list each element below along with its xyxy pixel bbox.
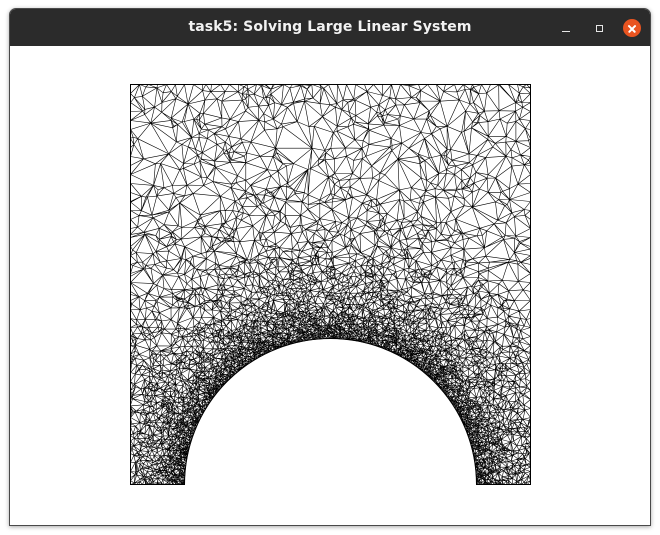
render-canvas-area[interactable] (10, 46, 650, 525)
close-icon (623, 19, 641, 37)
minimize-icon (562, 30, 570, 32)
triangular-mesh (130, 84, 531, 485)
title-bar[interactable]: task5: Solving Large Linear System (10, 9, 650, 46)
mesh-edge-set (130, 84, 531, 485)
maximize-icon (595, 24, 603, 32)
close-button[interactable] (622, 18, 642, 38)
mesh-boundary (130, 84, 531, 485)
mesh-edges (130, 84, 531, 485)
minimize-button[interactable] (556, 18, 576, 38)
app-window: task5: Solving Large Linear System (9, 8, 651, 526)
maximize-button[interactable] (589, 18, 609, 38)
window-title: task5: Solving Large Linear System (188, 19, 472, 35)
